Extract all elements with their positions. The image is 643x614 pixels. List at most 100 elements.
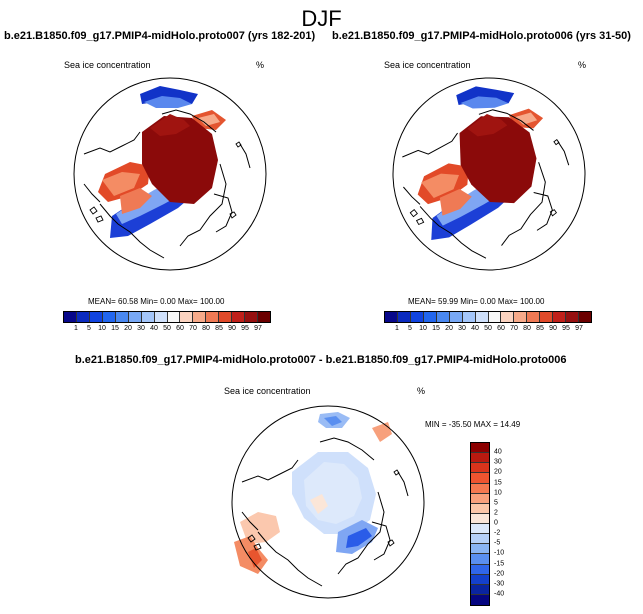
colorbar-tick-label: 15 [432,325,440,332]
colorbar-swatch [154,312,168,322]
panel1-mean-value: 60.58 [118,297,139,306]
panel3-map [231,405,425,599]
colorbar-swatch [436,312,450,322]
panel1-variable-label: Sea ice concentration [64,60,151,70]
colorbar-swatch [471,594,489,605]
panel3-colorbar-swatches [471,443,489,605]
colorbar-tick-label: 20 [445,325,453,332]
colorbar-swatch [579,312,591,322]
panel2-mean-value: 59.99 [438,297,459,306]
colorbar-tick-label: 70 [510,325,518,332]
colorbar-swatch [128,312,142,322]
colorbar-tick-label: 2 [494,509,498,517]
colorbar-tick-label: 1 [395,325,399,332]
colorbar-tick-label: 95 [562,325,570,332]
panel1-units-label: % [256,60,265,70]
colorbar-tick-label: 30 [494,458,502,466]
colorbar-swatch [527,312,541,322]
panel2-colorbar-swatches [384,311,592,323]
colorbar-tick-label: -10 [494,549,505,557]
panel2-units-label: % [578,60,587,70]
colorbar-tick-label: 85 [536,325,544,332]
panel2-variable-label: Sea ice concentration [384,60,471,70]
panel1-map [73,77,267,271]
colorbar-swatch [471,453,489,464]
colorbar-tick-label: 97 [575,325,583,332]
panel2-min-label: Min= [460,297,478,306]
colorbar-tick-label: 5 [87,325,91,332]
colorbar-swatch [501,312,515,322]
panel1-max-label: Max= [177,297,198,306]
colorbar-tick-label: 10 [419,325,427,332]
panel2-mean-label: MEAN= [408,297,436,306]
colorbar-tick-label: 90 [549,325,557,332]
colorbar-swatch [566,312,580,322]
colorbar-tick-label: 15 [111,325,119,332]
panel2-min-value: 0.00 [480,297,496,306]
colorbar-swatch [471,554,489,565]
colorbar-swatch [471,513,489,524]
panel3-colorbar [470,442,490,606]
colorbar-tick-label: 30 [137,325,145,332]
colorbar-swatch [167,312,181,322]
colorbar-swatch [471,473,489,484]
panel1-min-value: 0.00 [160,297,176,306]
colorbar-swatch [115,312,129,322]
colorbar-swatch [64,312,77,322]
colorbar-tick-label: 0 [494,519,498,527]
panel2-stats: MEAN= 59.99 Min= 0.00 Max= 100.00 [408,297,544,306]
colorbar-swatch [475,312,489,322]
colorbar-tick-label: -20 [494,570,505,578]
colorbar-swatch [193,312,207,322]
colorbar-swatch [462,312,476,322]
colorbar-tick-label: 5 [408,325,412,332]
panel2-title: b.e21.B1850.f09_g17.PMIP4-midHolo.proto0… [332,30,631,42]
colorbar-tick-label: 10 [494,489,502,497]
colorbar-swatch [471,483,489,494]
colorbar-swatch [219,312,233,322]
panel3-title: b.e21.B1850.f09_g17.PMIP4-midHolo.proto0… [75,354,567,366]
panel3-colorbar-ticks: 40 30 20 15 10 5 2 0 -2 -5 -10 -15 -20 -30 -40 [494,442,524,604]
panel1-mean-label: MEAN= [88,297,116,306]
colorbar-tick-label: 40 [471,325,479,332]
panel3-range-label: MIN = -35.50 MAX = 14.49 [425,420,521,429]
panel1-title: b.e21.B1850.f09_g17.PMIP4-midHolo.proto0… [4,30,316,42]
colorbar-tick-label: 97 [254,325,262,332]
colorbar-tick-label: -15 [494,560,505,567]
colorbar-swatch [471,463,489,474]
colorbar-swatch [76,312,90,322]
colorbar-swatch [141,312,155,322]
colorbar-swatch [514,312,528,322]
panel1-stats: MEAN= 60.58 Min= 0.00 Max= 100.00 [88,297,224,306]
panel1-colorbar-ticks: 1 5 10 15 20 30 40 50 60 70 80 85 90 95 97 [63,323,271,333]
colorbar-tick-label: 30 [458,325,466,332]
colorbar-swatch [471,544,489,555]
colorbar-tick-label: 10 [98,325,106,332]
colorbar-tick-label: 60 [497,325,505,332]
colorbar-tick-label: 80 [202,325,210,332]
colorbar-tick-label: 20 [124,325,132,332]
colorbar-tick-label: -2 [494,529,501,537]
colorbar-tick-label: 70 [189,325,197,332]
colorbar-swatch [397,312,411,322]
colorbar-swatch [471,503,489,514]
colorbar-tick-label: 40 [494,448,502,456]
panel2-map [391,76,587,272]
colorbar-swatch [423,312,437,322]
colorbar-tick-label: 15 [494,479,502,486]
panel1-min-label: Min= [140,297,158,306]
colorbar-swatch [258,312,270,322]
panel2-colorbar-ticks: 1 5 10 15 20 30 40 50 60 70 80 85 90 95 97 [384,323,592,333]
colorbar-tick-label: -5 [494,539,501,547]
colorbar-tick-label: 60 [176,325,184,332]
colorbar-swatch [553,312,567,322]
colorbar-tick-label: 85 [215,325,223,332]
colorbar-tick-label: 50 [484,325,492,332]
colorbar-swatch [449,312,463,322]
colorbar-tick-label: -40 [494,590,505,598]
colorbar-tick-label: -30 [494,580,505,588]
panel3-variable-label: Sea ice concentration [224,386,311,396]
colorbar-swatch [471,443,489,454]
colorbar-swatch [471,584,489,595]
colorbar-swatch [471,564,489,575]
